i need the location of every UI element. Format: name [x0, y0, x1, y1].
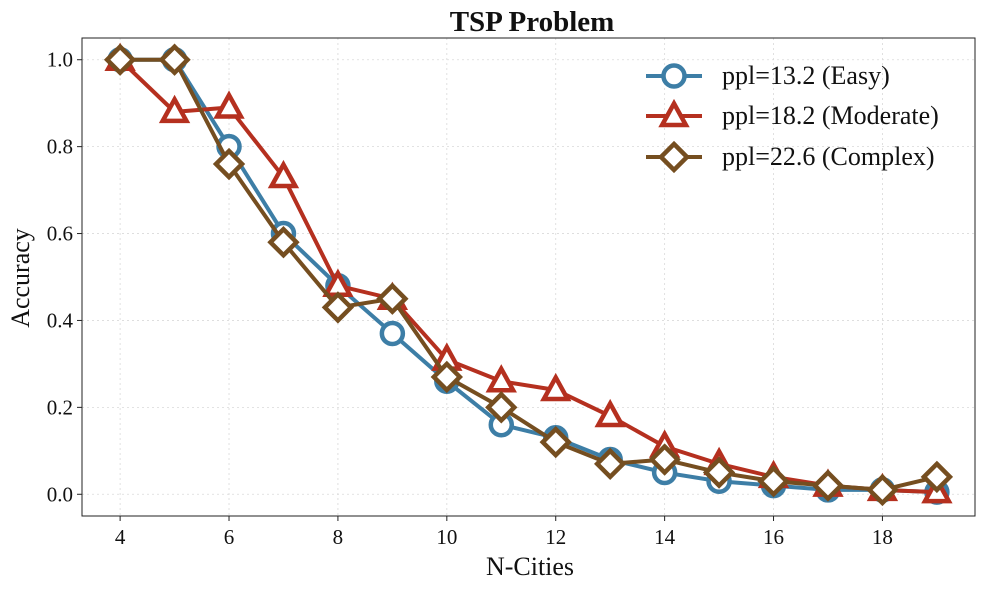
x-tick-label: 14 [654, 525, 676, 549]
y-tick-label: 0.6 [47, 222, 73, 246]
legend-marker [658, 98, 690, 128]
x-tick-label: 4 [115, 525, 126, 549]
grid [82, 38, 975, 516]
x-tick-label: 6 [224, 525, 235, 549]
data-point [485, 364, 517, 393]
chart-title: TSP Problem [450, 6, 615, 38]
data-point [103, 43, 137, 76]
series-2 [103, 43, 954, 507]
data-point [376, 282, 409, 315]
legend-label-moderate: ppl=18.2 (Moderate) [722, 101, 939, 130]
x-tick-label: 18 [872, 525, 893, 549]
data-point [213, 90, 245, 119]
data-point [267, 226, 300, 259]
data-point [594, 398, 626, 428]
y-tick-label: 1.0 [47, 48, 73, 72]
legend-label-complex: ppl=22.6 (Complex) [722, 142, 935, 171]
x-tick-label: 12 [545, 525, 566, 549]
series-layer [103, 42, 954, 507]
data-point [648, 443, 681, 476]
plot-frame [81, 37, 976, 517]
legend-entry-moderate: ppl=18.2 (Moderate) [646, 98, 939, 130]
data-point [539, 425, 572, 459]
data-point [321, 291, 355, 324]
y-tick-label: 0.8 [47, 135, 73, 159]
x-tick-label: 8 [333, 525, 344, 549]
data-point [485, 391, 518, 424]
legend: ppl=13.2 (Easy) ppl=18.2 (Moderate) ppl=… [646, 61, 939, 174]
legend-symbol-easy [646, 63, 702, 89]
data-point [158, 43, 191, 76]
data-point [267, 159, 300, 189]
legend-label-easy: ppl=13.2 (Easy) [722, 61, 890, 90]
legend-symbol-complex [646, 140, 702, 174]
legend-entry-easy: ppl=13.2 (Easy) [646, 61, 890, 90]
series-line [120, 57, 937, 495]
x-axis-label: N-Cities [486, 552, 574, 581]
data-point [379, 320, 406, 347]
legend-marker [657, 140, 691, 174]
data-point [593, 447, 627, 481]
data-point [702, 456, 736, 489]
data-point [866, 473, 899, 507]
data-point [430, 360, 464, 394]
data-point [158, 94, 191, 124]
legend-marker [661, 63, 687, 89]
y-tick-label: 0.4 [47, 308, 74, 332]
ticks: 4 6 8 10 12 14 16 18 0.0 0.2 0.4 0.6 0.8 1.0 [47, 48, 893, 549]
data-point [212, 147, 246, 181]
x-tick-label: 16 [763, 525, 784, 549]
series-line [118, 58, 937, 495]
y-tick-label: 0.0 [47, 482, 73, 506]
legend-entry-complex: ppl=22.6 (Complex) [646, 140, 935, 174]
x-tick-label: 10 [436, 525, 457, 549]
series-line [120, 57, 938, 492]
data-point [540, 372, 572, 402]
y-axis-label: Accuracy [6, 228, 35, 328]
data-point [920, 460, 954, 494]
legend-symbol-moderate [646, 98, 702, 128]
y-tick-label: 0.2 [47, 395, 73, 419]
data-point [757, 465, 790, 498]
data-point [811, 469, 845, 502]
